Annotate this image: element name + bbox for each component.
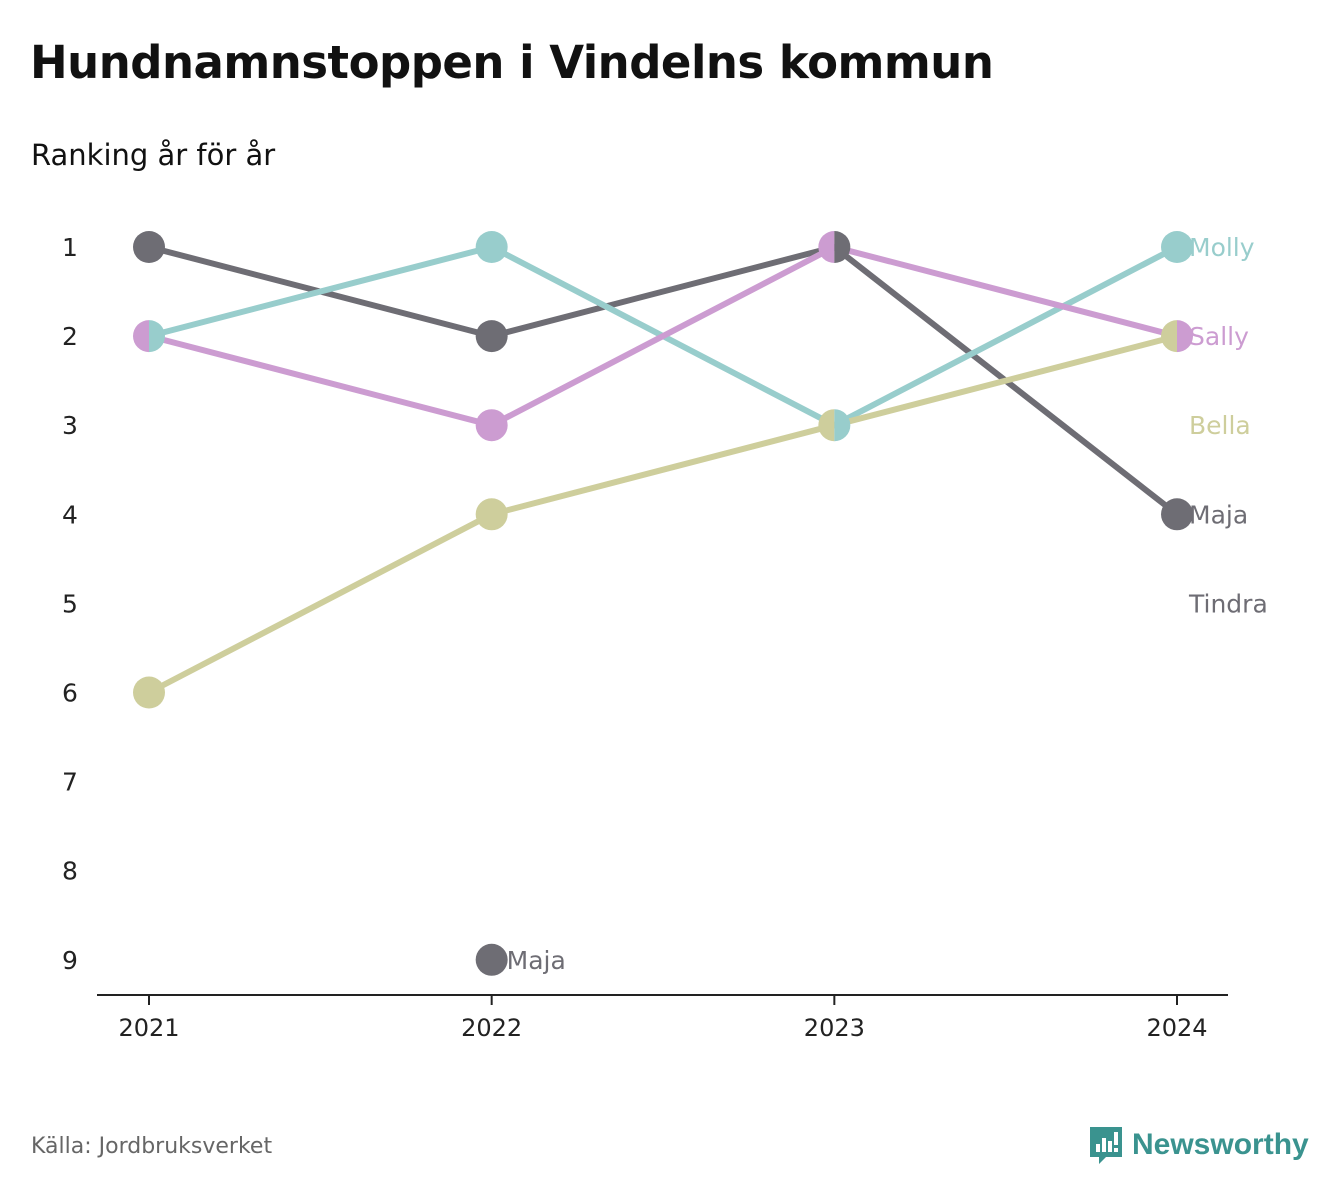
source-note: Källa: Jordbruksverket [31, 1134, 273, 1159]
point-maja [1161, 498, 1194, 531]
y-tick-label: 5 [62, 589, 78, 618]
y-tick-label: 4 [62, 500, 78, 529]
series-line-maja [146, 244, 1181, 518]
extra-point-label: Maja [507, 946, 566, 975]
brand-name: Newsworthy [1132, 1128, 1309, 1161]
end-label-molly: Molly [1189, 233, 1255, 262]
brand-logo[interactable]: Newsworthy [1088, 1124, 1309, 1166]
y-axis-ticks: 1 2 3 4 5 6 7 8 9 [62, 233, 78, 975]
point-sally [133, 320, 149, 353]
point-molly [149, 320, 165, 353]
end-label-bella: Bella [1189, 411, 1251, 440]
end-label-sally: Sally [1189, 322, 1249, 351]
series-points [133, 231, 1194, 976]
series-lines [146, 244, 1181, 696]
end-label-tindra: Tindra [1188, 589, 1268, 618]
extra-point-maja [475, 943, 508, 976]
point-bella [818, 409, 835, 442]
point-molly [834, 409, 851, 442]
newsworthy-logo-icon [1090, 1127, 1122, 1164]
y-tick-label: 3 [62, 411, 78, 440]
y-tick-label: 1 [62, 233, 78, 262]
x-axis: 2021 2022 2023 2024 [97, 994, 1228, 1042]
x-tick-label: 2023 [804, 1014, 865, 1042]
chart-title: Hundnamnstoppen i Vindelns kommun [30, 36, 994, 89]
series-line-sally [146, 244, 1181, 429]
point-bella [1161, 320, 1178, 353]
y-tick-label: 6 [62, 679, 78, 708]
point-sally [1177, 320, 1194, 353]
end-labels: Maja Molly Sally Bella Maja Tindra [507, 233, 1268, 975]
point-sally [475, 409, 508, 442]
point-maja [133, 231, 165, 263]
point-maja [834, 231, 851, 263]
y-tick-label: 8 [62, 857, 78, 886]
y-tick-label: 9 [62, 946, 78, 975]
point-molly [475, 231, 508, 263]
point-sally [818, 231, 835, 263]
x-tick-label: 2022 [461, 1014, 522, 1042]
x-tick-label: 2024 [1146, 1014, 1207, 1042]
point-molly [1161, 231, 1194, 263]
point-bella [475, 498, 508, 531]
series-line-bella [146, 333, 1181, 696]
end-label-maja: Maja [1189, 500, 1248, 529]
chart-subtitle: Ranking år för år [31, 138, 276, 172]
y-tick-label: 7 [62, 768, 78, 797]
point-maja [475, 320, 508, 353]
y-tick-label: 2 [62, 322, 78, 351]
x-tick-label: 2021 [118, 1014, 179, 1042]
point-bella [133, 676, 165, 709]
